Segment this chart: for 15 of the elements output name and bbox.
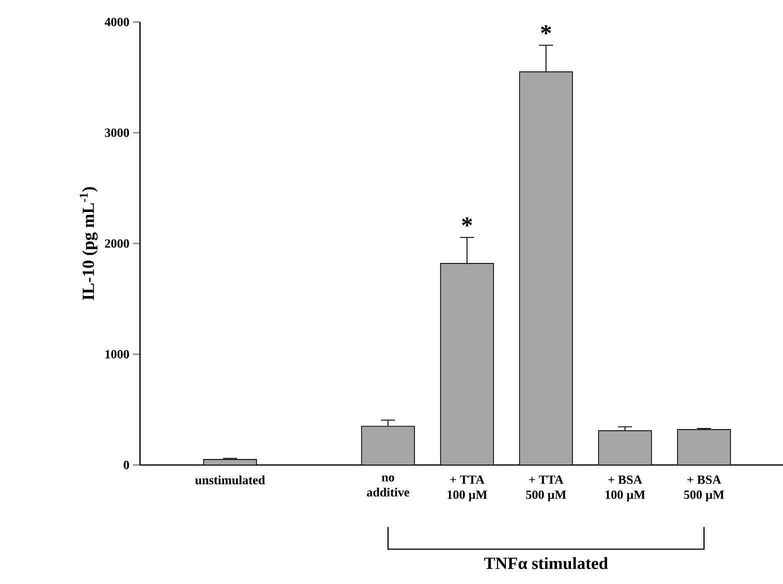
text: TNFα stimulated — [484, 557, 608, 570]
y-axis-title: IL-10 (pg mL$^{-1}$) — [80, 187, 98, 300]
x-tick-label: + TTA 500 µM — [526, 476, 566, 502]
y-tick-label: 2000 — [105, 239, 130, 248]
annotation: * — [462, 217, 472, 226]
y-tick-label: 1000 — [105, 350, 130, 358]
x-tick-label: unstimulated — [195, 476, 265, 484]
x-tick-label: no additive — [366, 476, 410, 497]
x-tick-label: + TTA 100 µM — [448, 476, 488, 502]
x-tick-label: + BSA 500 µM — [684, 476, 724, 502]
x-tick-label: + BSA 100 µM — [606, 476, 646, 502]
y-tick-label: 4000 — [104, 18, 130, 26]
y-tick-label: 3000 — [104, 128, 130, 137]
annotation: * — [541, 25, 552, 34]
y-tick-label: 0 — [124, 460, 130, 470]
